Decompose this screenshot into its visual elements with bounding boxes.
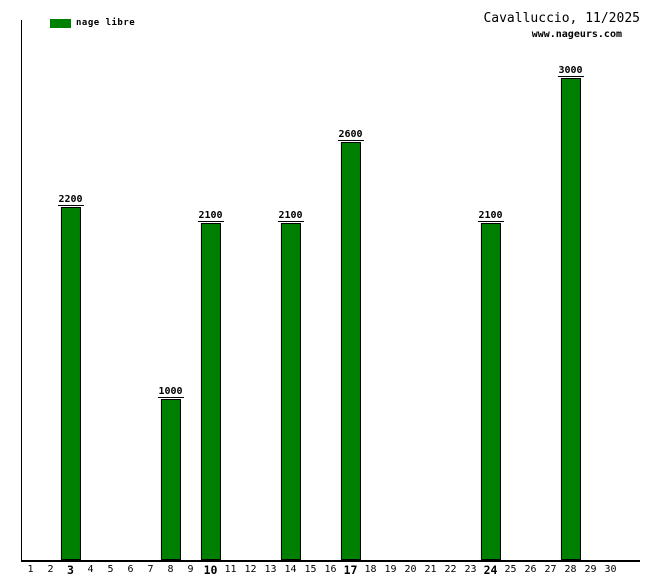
- legend-label-nage-libre: nage libre: [76, 18, 136, 28]
- x-tick-label-7: 7: [147, 564, 154, 575]
- x-tick-label-25: 25: [504, 564, 517, 575]
- bar-group-day-24: 2100: [477, 210, 504, 560]
- x-tick-label-27: 27: [544, 564, 557, 575]
- bar-value-label-day-14: 2100: [277, 210, 304, 222]
- x-tick-label-18: 18: [364, 564, 377, 575]
- bar-value-label-day-10: 2100: [197, 210, 224, 222]
- x-tick-label-3: 3: [67, 563, 74, 577]
- x-tick-label-19: 19: [384, 564, 397, 575]
- x-tick-label-20: 20: [404, 564, 417, 575]
- bar-group-day-28: 3000: [557, 65, 584, 560]
- x-tick-label-23: 23: [464, 564, 477, 575]
- x-axis-line: [21, 560, 640, 562]
- x-tick-label-13: 13: [264, 564, 277, 575]
- bar-group-day-17: 2600: [337, 129, 364, 560]
- x-tick-label-5: 5: [107, 564, 114, 575]
- x-tick-label-21: 21: [424, 564, 437, 575]
- x-tick-label-2: 2: [47, 564, 54, 575]
- x-tick-label-28: 28: [564, 564, 577, 575]
- bar-group-day-10: 2100: [197, 210, 224, 560]
- bar-value-label-day-3: 2200: [57, 194, 84, 206]
- x-tick-label-10: 10: [203, 563, 218, 577]
- y-axis-line: [21, 20, 22, 561]
- x-tick-label-14: 14: [284, 564, 297, 575]
- bar-value-label-day-8: 1000: [157, 386, 184, 398]
- x-tick-label-15: 15: [304, 564, 317, 575]
- bar-day-24: [480, 223, 501, 560]
- bar-value-label-day-24: 2100: [477, 210, 504, 222]
- bar-day-10: [200, 223, 221, 560]
- bar-group-day-3: 2200: [57, 194, 84, 560]
- bar-day-28: [560, 78, 581, 560]
- x-tick-label-30: 30: [604, 564, 617, 575]
- x-tick-label-24: 24: [483, 563, 498, 577]
- bar-value-label-day-28: 3000: [557, 65, 584, 77]
- bar-day-8: [160, 399, 181, 560]
- bar-day-17: [340, 142, 361, 560]
- x-tick-label-11: 11: [224, 564, 237, 575]
- x-tick-label-6: 6: [127, 564, 134, 575]
- bar-group-day-14: 2100: [277, 210, 304, 560]
- x-tick-label-26: 26: [524, 564, 537, 575]
- x-tick-label-12: 12: [244, 564, 257, 575]
- bar-day-14: [280, 223, 301, 560]
- bar-value-label-day-17: 2600: [337, 129, 364, 141]
- x-tick-label-16: 16: [324, 564, 337, 575]
- x-tick-label-4: 4: [87, 564, 94, 575]
- bar-group-day-8: 1000: [157, 386, 184, 560]
- chart-title: Cavalluccio, 11/2025: [483, 11, 640, 26]
- x-tick-label-29: 29: [584, 564, 597, 575]
- bar-day-3: [60, 207, 81, 560]
- x-tick-label-1: 1: [27, 564, 34, 575]
- x-tick-label-8: 8: [167, 564, 174, 575]
- legend-swatch-nage-libre: [50, 18, 71, 28]
- x-tick-label-17: 17: [343, 563, 358, 577]
- x-tick-label-22: 22: [444, 564, 457, 575]
- website-text: www.nageurs.com: [531, 29, 622, 40]
- x-tick-label-9: 9: [187, 564, 194, 575]
- legend: nage libre: [50, 18, 135, 28]
